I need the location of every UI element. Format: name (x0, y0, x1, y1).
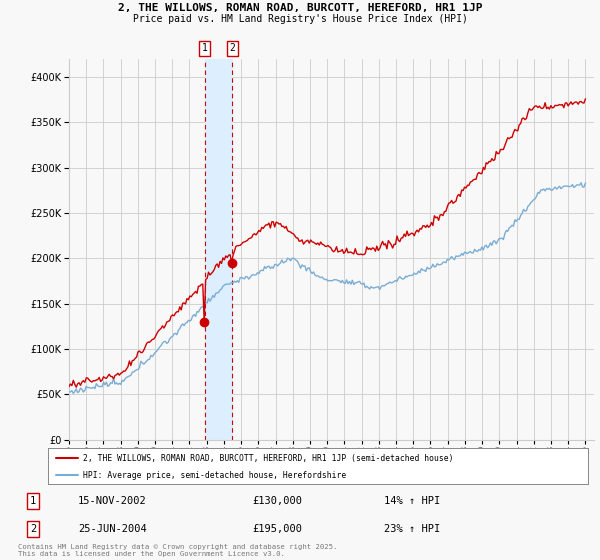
Text: 2: 2 (229, 43, 235, 53)
Text: 1: 1 (30, 496, 36, 506)
Text: Contains HM Land Registry data © Crown copyright and database right 2025.
This d: Contains HM Land Registry data © Crown c… (18, 544, 337, 557)
Text: 23% ↑ HPI: 23% ↑ HPI (384, 524, 440, 534)
Text: £130,000: £130,000 (252, 496, 302, 506)
Text: 2: 2 (30, 524, 36, 534)
Text: 25-JUN-2004: 25-JUN-2004 (78, 524, 147, 534)
Text: 15-NOV-2002: 15-NOV-2002 (78, 496, 147, 506)
Text: 2, THE WILLOWS, ROMAN ROAD, BURCOTT, HEREFORD, HR1 1JP: 2, THE WILLOWS, ROMAN ROAD, BURCOTT, HER… (118, 3, 482, 13)
Text: 14% ↑ HPI: 14% ↑ HPI (384, 496, 440, 506)
Text: 1: 1 (202, 43, 208, 53)
Text: 2, THE WILLOWS, ROMAN ROAD, BURCOTT, HEREFORD, HR1 1JP (semi-detached house): 2, THE WILLOWS, ROMAN ROAD, BURCOTT, HER… (83, 454, 454, 463)
Text: £195,000: £195,000 (252, 524, 302, 534)
Text: Price paid vs. HM Land Registry's House Price Index (HPI): Price paid vs. HM Land Registry's House … (133, 14, 467, 24)
Text: HPI: Average price, semi-detached house, Herefordshire: HPI: Average price, semi-detached house,… (83, 471, 346, 480)
Bar (205, 59, 232, 440)
